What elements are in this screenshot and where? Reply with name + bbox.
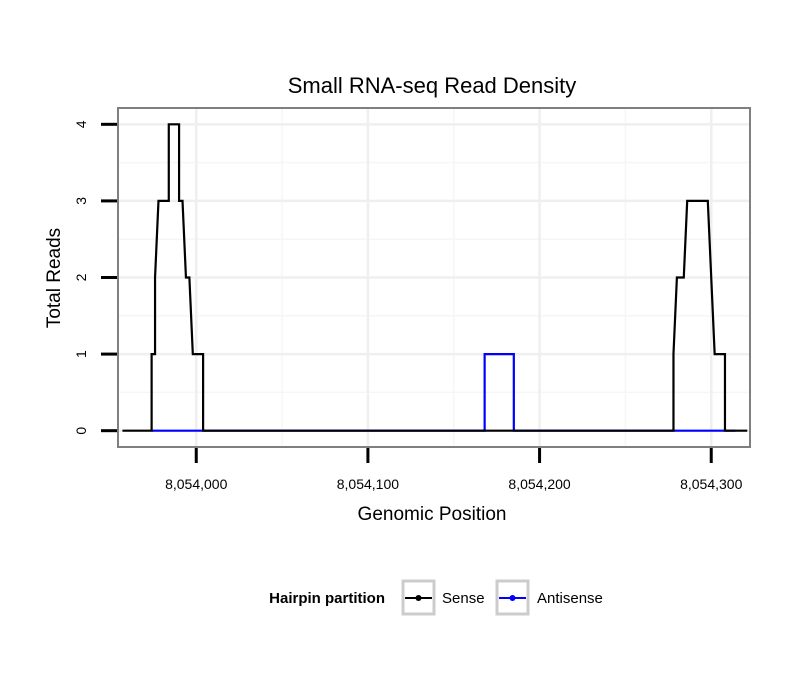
series-line-sense xyxy=(122,123,748,432)
y-tick-label: 3 xyxy=(73,197,89,205)
legend-label-antisense: Antisense xyxy=(537,590,603,607)
series-layer xyxy=(122,123,748,432)
y-tick-label: 4 xyxy=(73,120,89,128)
x-tick-label: 8,054,100 xyxy=(337,476,399,492)
y-axis-label: Total Reads xyxy=(44,228,65,328)
y-tick-label: 2 xyxy=(73,273,89,281)
grid-layer xyxy=(119,109,749,446)
legend: Hairpin partition Sense Antisense xyxy=(269,579,603,616)
legend-dot-sense xyxy=(415,595,422,601)
chart-title: Small RNA-seq Read Density xyxy=(288,73,577,98)
y-tick-label: 0 xyxy=(73,427,89,435)
legend-label-sense: Sense xyxy=(442,590,485,607)
y-tick-label: 1 xyxy=(73,350,89,358)
axis-layer: 8,054,000 8,054,100 8,054,200 8,054,300 0 1 2 3… xyxy=(73,120,743,492)
legend-dot-antisense xyxy=(509,595,516,601)
legend-item-sense: Sense xyxy=(401,579,485,616)
x-tick-label: 8,054,200 xyxy=(508,476,570,492)
legend-title: Hairpin partition xyxy=(269,590,385,607)
x-axis-label: Genomic Position xyxy=(358,504,507,525)
legend-item-antisense: Antisense xyxy=(495,579,603,616)
plot-panel-border xyxy=(117,107,751,448)
x-tick-label: 8,054,000 xyxy=(165,476,227,492)
x-tick-label: 8,054,300 xyxy=(680,476,742,492)
